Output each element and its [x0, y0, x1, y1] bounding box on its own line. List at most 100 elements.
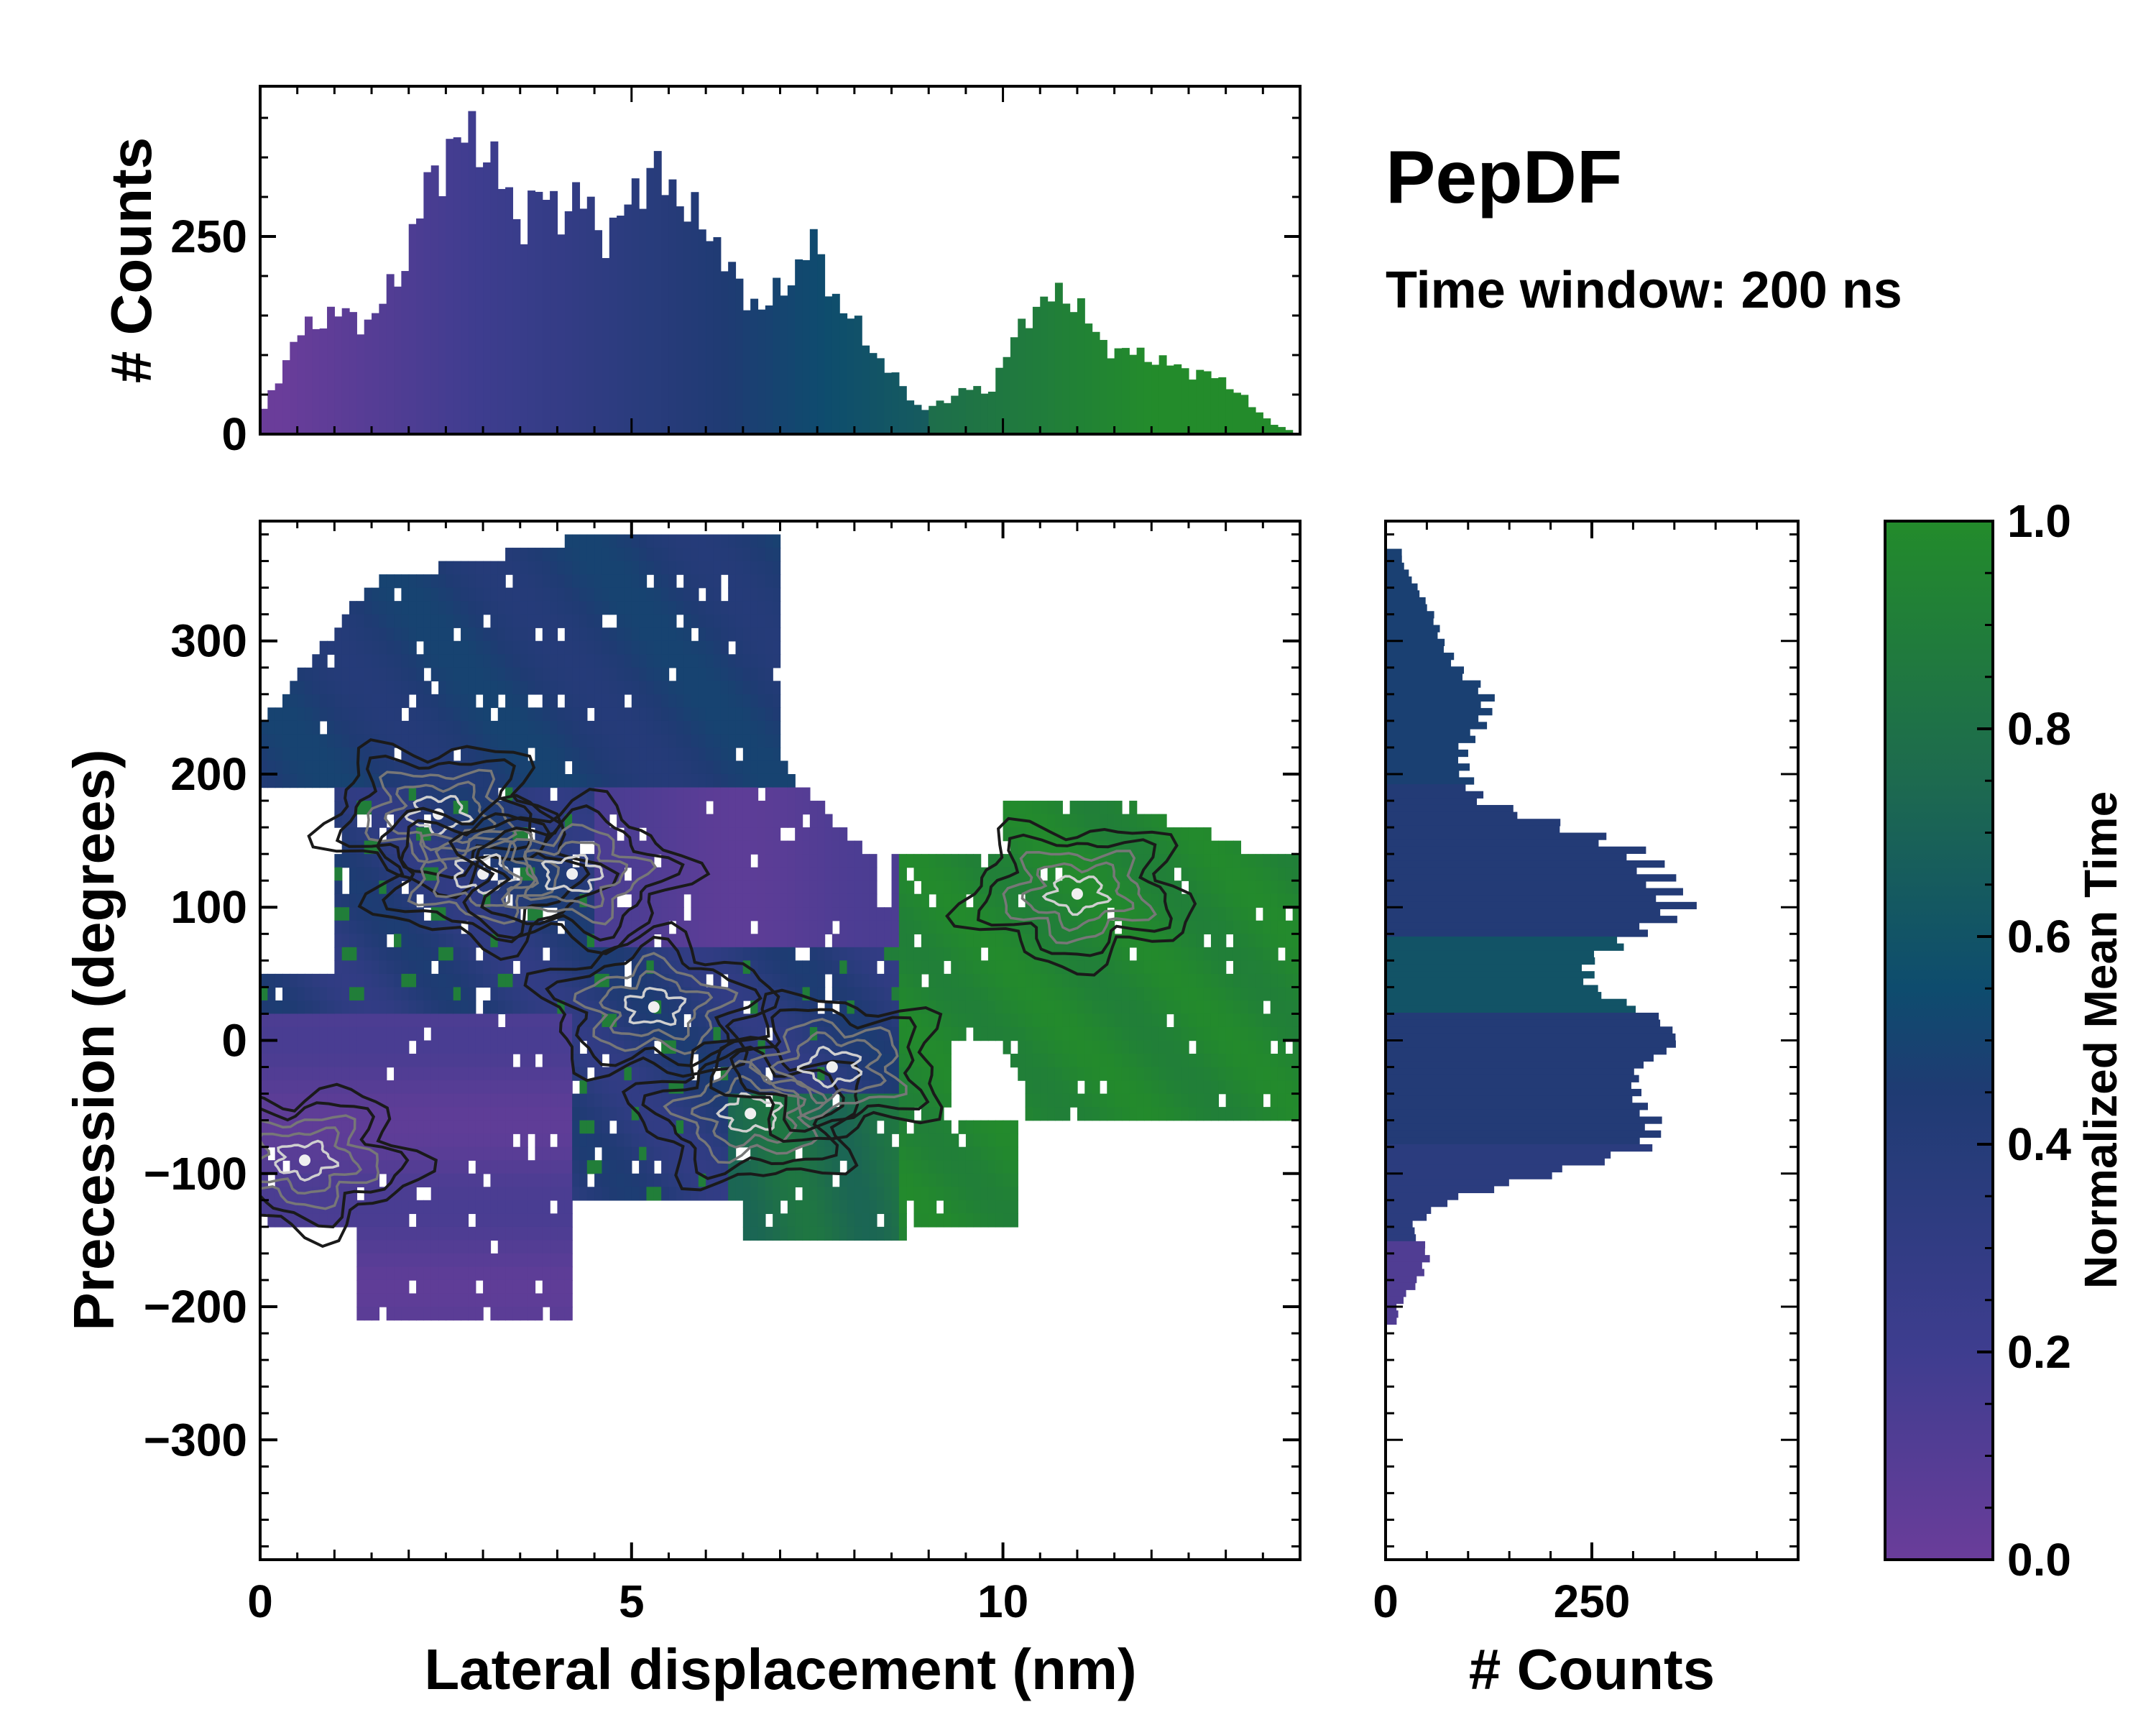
heatmap-cell [1143, 1054, 1152, 1068]
heatmap-cell [557, 1307, 566, 1321]
heatmap-cell [334, 1133, 343, 1148]
heatmap-cell [542, 1054, 550, 1068]
heatmap-cell [1174, 960, 1182, 975]
heatmap-cell [550, 1120, 558, 1134]
heatmap-cell [282, 1093, 291, 1108]
heatmap-cell [468, 1200, 476, 1215]
heatmap-cell [876, 1200, 885, 1215]
heatmap-cell [973, 947, 982, 962]
heatmap-cell [661, 827, 670, 842]
heatmap-cell [453, 1013, 461, 1028]
top-hist-bar [1062, 303, 1071, 434]
heatmap-cell [698, 1040, 706, 1054]
heatmap-cell [1181, 934, 1189, 948]
heatmap-cell [468, 1226, 476, 1241]
heatmap-cell [713, 1173, 722, 1187]
heatmap-cell [676, 720, 684, 735]
heatmap-cell [617, 947, 625, 962]
heatmap-cell [728, 1107, 737, 1121]
heatmap-cell [1143, 947, 1152, 962]
heatmap-cell [1040, 947, 1049, 962]
heatmap-cell [267, 1187, 276, 1201]
heatmap-cell [1010, 1173, 1018, 1187]
heatmap-cell [757, 1146, 766, 1161]
heatmap-cell [809, 934, 818, 948]
heatmap-cell [453, 893, 461, 908]
heatmap-cell [535, 787, 543, 801]
heatmap-cell [550, 1093, 558, 1108]
heatmap-cell [884, 1213, 893, 1228]
heatmap-cell [653, 973, 662, 988]
heatmap-cell [297, 1107, 305, 1121]
heatmap-cell [668, 893, 677, 908]
heatmap-cell [936, 1146, 944, 1161]
heatmap-cell [475, 1240, 484, 1254]
heatmap-cell [490, 654, 499, 668]
heatmap-cell [334, 667, 343, 682]
heatmap-cell [408, 1000, 417, 1015]
heatmap-cell [423, 707, 432, 722]
heatmap-cell [839, 867, 848, 881]
heatmap-cell [936, 1080, 944, 1095]
heatmap-cell [594, 640, 603, 655]
top-hist-bar [1151, 364, 1160, 434]
heatmap-cell [483, 694, 492, 709]
heatmap-cell [528, 640, 536, 655]
heatmap-cell [929, 1107, 937, 1121]
heatmap-cell [1077, 840, 1085, 855]
heatmap-cell [817, 880, 826, 895]
heatmap-cell [505, 973, 514, 988]
heatmap-cell [698, 548, 706, 562]
heatmap-cell [1151, 920, 1160, 934]
heatmap-cell [520, 1253, 528, 1268]
heatmap-cell [891, 907, 900, 921]
heatmap-cell [453, 654, 461, 668]
heatmap-cell [1062, 854, 1071, 868]
heatmap-cell [512, 627, 521, 642]
heatmap-cell [913, 907, 922, 921]
heatmap-cell [1010, 880, 1018, 895]
heatmap-cell [735, 960, 744, 975]
heatmap-cell [624, 1120, 632, 1134]
heatmap-cell [542, 1293, 550, 1307]
heatmap-cell [594, 973, 603, 988]
heatmap-cell [987, 1146, 996, 1161]
heatmap-cell [438, 627, 447, 642]
heatmap-cell [750, 561, 759, 575]
heatmap-cell [1003, 1160, 1011, 1174]
heatmap-cell [1203, 880, 1212, 895]
heatmap-cell [773, 534, 781, 548]
heatmap-cell [1062, 1026, 1071, 1041]
heatmap-cell [891, 854, 900, 868]
heatmap-cell [290, 694, 298, 709]
heatmap-cell [349, 1093, 358, 1108]
heatmap-cell [535, 574, 543, 589]
heatmap-cell [341, 1107, 350, 1121]
heatmap-cell [951, 1146, 959, 1161]
heatmap-cell [646, 1173, 655, 1187]
heatmap-cell [995, 1200, 1004, 1215]
heatmap-cell [1092, 960, 1100, 975]
heatmap-cell [267, 747, 276, 762]
heatmap-cell [973, 1013, 982, 1028]
heatmap-cell [653, 1173, 662, 1187]
heatmap-cell [1010, 801, 1018, 815]
heatmap-cell [839, 854, 848, 868]
heatmap-cell [891, 867, 900, 881]
heatmap-cell [698, 893, 706, 908]
heatmap-cell [898, 1013, 907, 1028]
heatmap-cell [260, 1054, 269, 1068]
heatmap-cell [416, 574, 425, 589]
heatmap-cell [542, 840, 550, 855]
heatmap-cell [446, 1213, 454, 1228]
heatmap-cell [260, 1000, 269, 1015]
heatmap-cell [795, 1000, 803, 1015]
heatmap-cell [564, 1253, 573, 1268]
heatmap-cell [401, 1160, 410, 1174]
heatmap-cell [564, 1013, 573, 1028]
heatmap-cell [735, 667, 744, 682]
heatmap-cell [446, 760, 454, 775]
heatmap-cell [639, 667, 648, 682]
heatmap-cell [394, 1160, 402, 1174]
heatmap-cell [349, 1120, 358, 1134]
